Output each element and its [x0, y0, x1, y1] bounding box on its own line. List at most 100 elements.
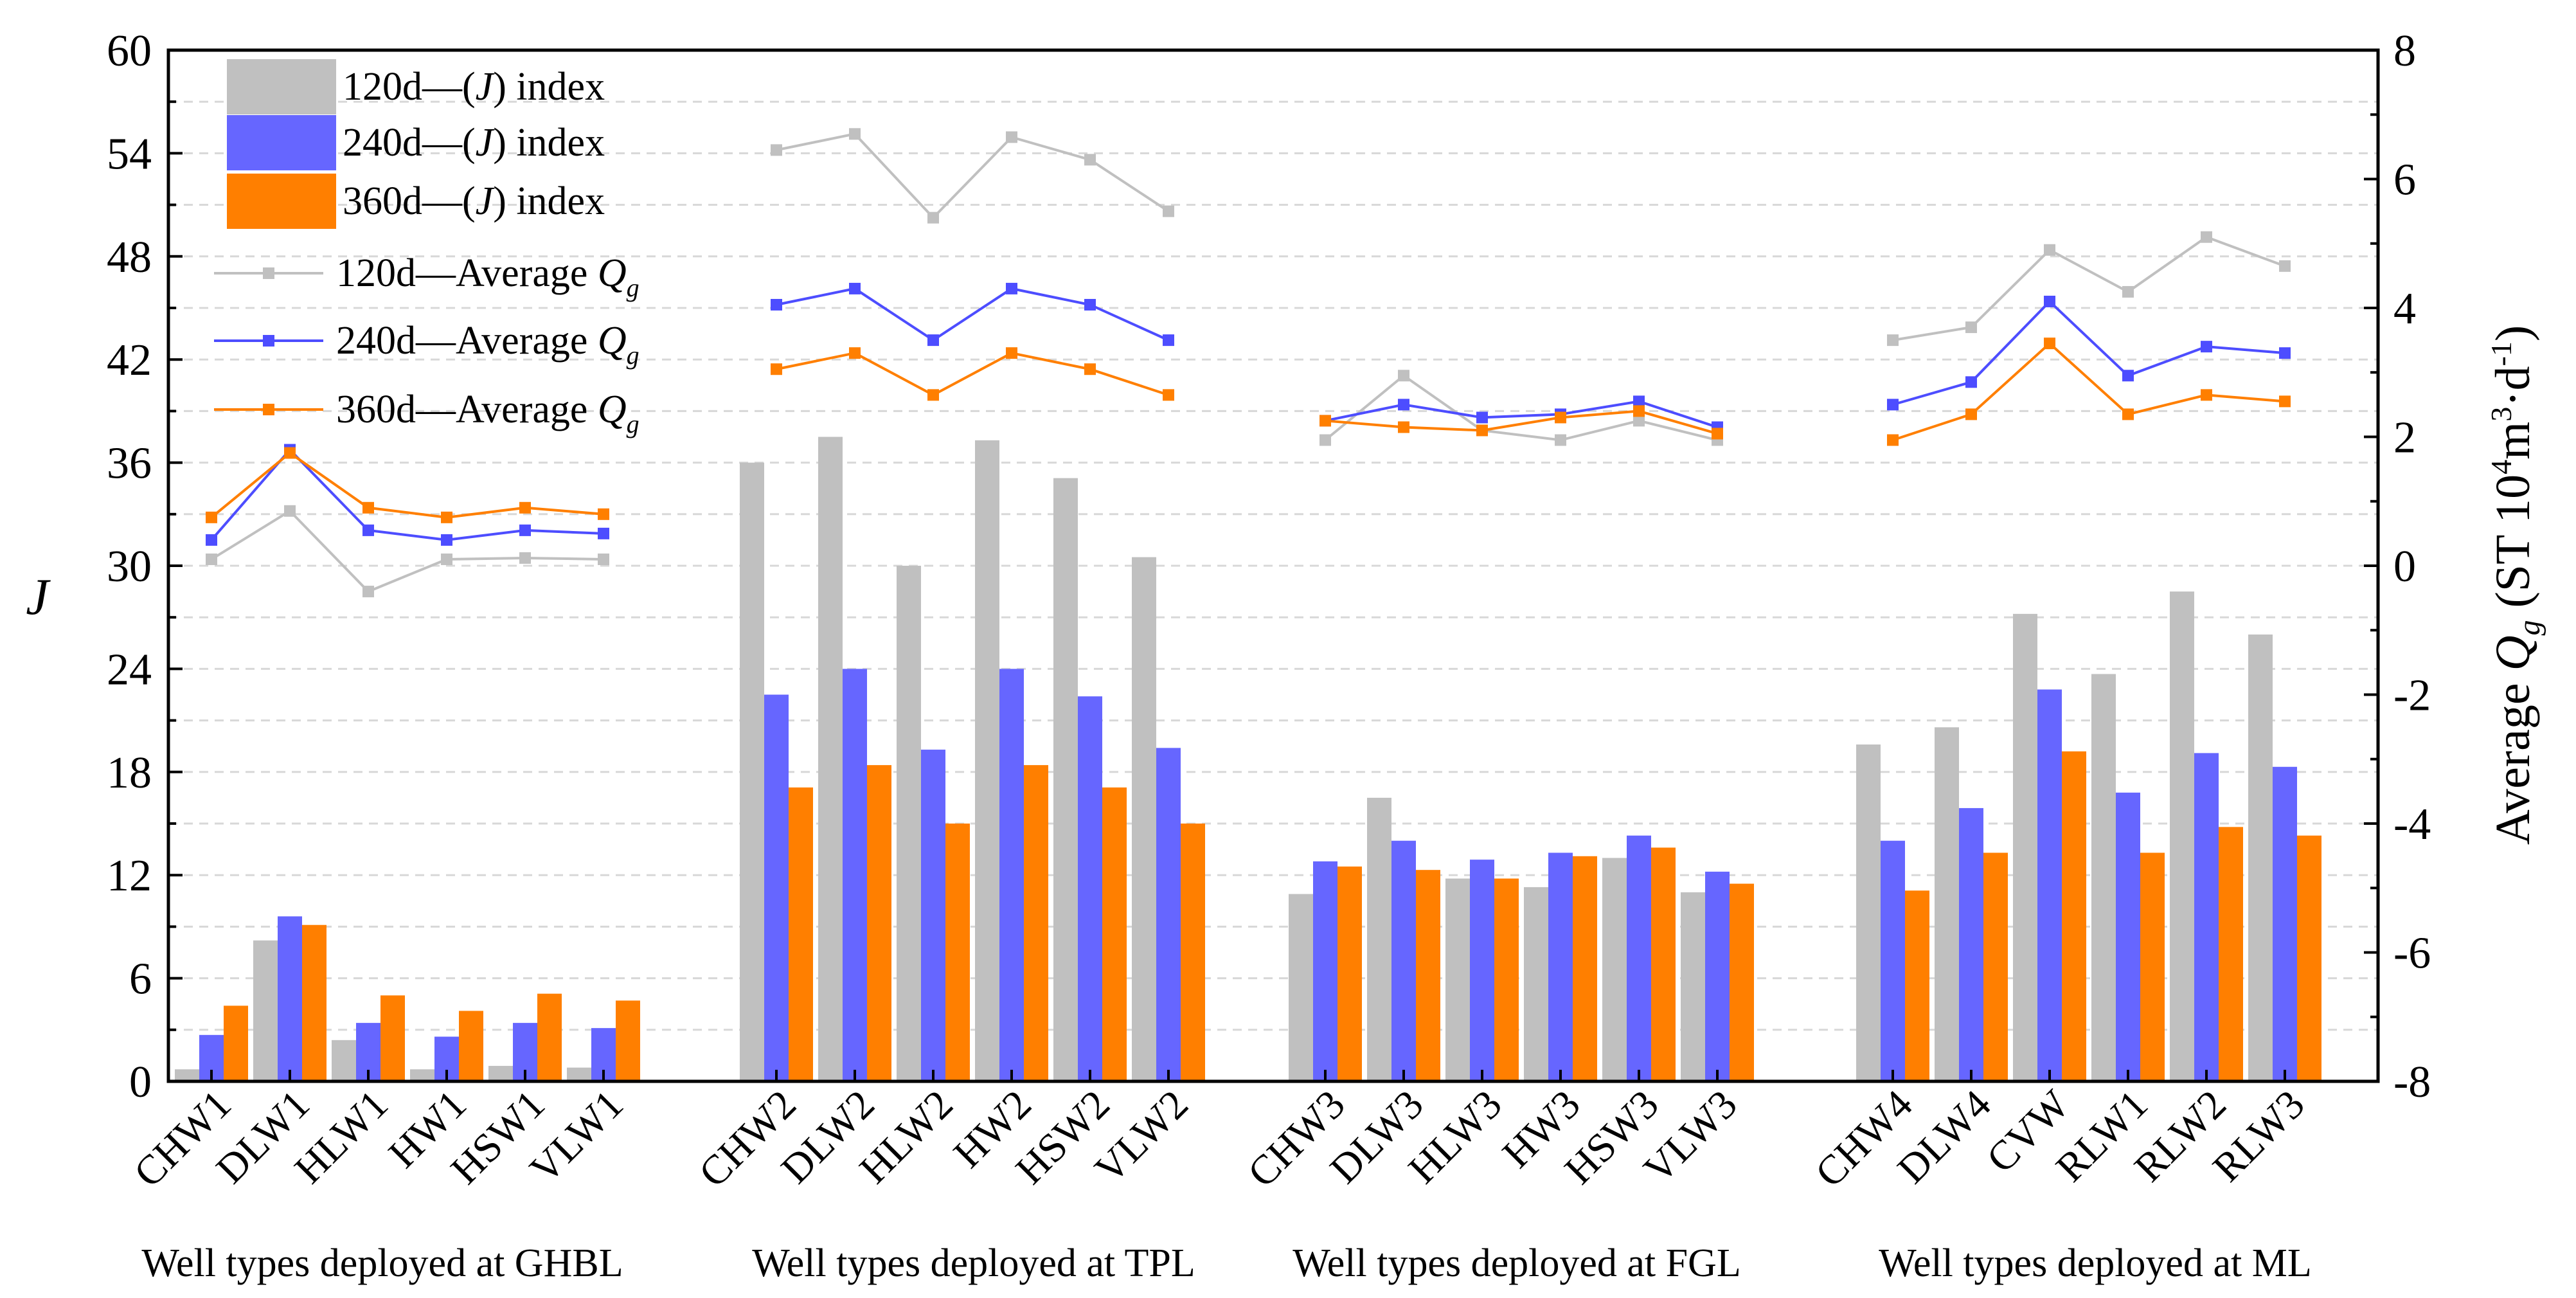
legend-symbol: J — [476, 179, 495, 223]
bar-120d-VLW2 — [1132, 557, 1156, 1081]
legend-text: ) index — [493, 121, 605, 165]
right-tick-label: -6 — [2393, 929, 2431, 978]
marker-240d-CHW1 — [206, 534, 217, 546]
legend-text: 240d—( — [343, 121, 476, 165]
marker-240d-HW1 — [441, 534, 452, 546]
left-tick-label: 24 — [107, 645, 152, 694]
bar-360d-RLW1 — [2140, 852, 2165, 1081]
bar-240d-HSW3 — [1627, 835, 1651, 1081]
left-tick-label: 60 — [107, 26, 152, 76]
marker-120d-DLW4 — [1965, 321, 1977, 334]
left-axis-label: J — [26, 569, 51, 626]
bar-120d-CHW4 — [1856, 744, 1881, 1081]
bar-120d-DLW2 — [818, 437, 843, 1081]
marker-360d-HW3 — [1555, 411, 1566, 424]
marker-120d-HW2 — [1006, 131, 1017, 143]
bar-120d-HLW2 — [897, 566, 921, 1081]
bar-240d-RLW2 — [2194, 753, 2219, 1081]
bar-120d-HW2 — [975, 440, 999, 1081]
bar-360d-CHW2 — [789, 787, 813, 1081]
bar-120d-HSW3 — [1602, 858, 1627, 1081]
bar-120d-RLW2 — [2170, 591, 2194, 1081]
marker-120d-CVW — [2044, 244, 2055, 256]
bar-240d-DLW2 — [843, 669, 867, 1081]
marker-360d-CHW1 — [206, 511, 217, 523]
marker-240d-RLW3 — [2279, 347, 2291, 359]
bar-120d-RLW3 — [2248, 634, 2273, 1081]
marker-120d-CHW1 — [206, 553, 217, 565]
line-120d-group-3 — [1324, 374, 1718, 442]
left-tick-label: 18 — [107, 748, 152, 798]
legend-symbol: Q — [598, 251, 627, 295]
legend-label-line-120d: 120d—Average Qg — [336, 251, 640, 302]
marker-120d-HW3 — [1555, 434, 1566, 446]
bar-240d-CVW — [2037, 689, 2062, 1081]
marker-120d-CHW2 — [771, 144, 782, 156]
marker-360d-RLW3 — [2279, 395, 2291, 408]
right-axis-label-symbol: Q — [2486, 636, 2540, 671]
legend-text: 240d—Average — [336, 319, 598, 363]
left-tick-label: 0 — [129, 1058, 152, 1107]
marker-240d-DLW2 — [849, 282, 861, 294]
bar-360d-HW2 — [1024, 765, 1048, 1081]
marker-240d-RLW2 — [2201, 341, 2212, 353]
group-label-4: Well types deployed at ML — [1879, 1241, 2311, 1285]
legend-label-bar-240d: 240d—(J) index — [343, 121, 605, 165]
marker-120d-RLW1 — [2122, 285, 2134, 298]
marker-120d-CHW3 — [1319, 434, 1331, 446]
marker-120d-DLW1 — [284, 505, 296, 517]
bar-240d-HLW3 — [1470, 860, 1494, 1081]
marker-120d-VLW1 — [598, 553, 609, 565]
left-tick-label: 6 — [129, 955, 152, 1004]
bar-360d-HLW1 — [380, 995, 405, 1081]
marker-120d-VLW2 — [1163, 205, 1174, 217]
legend-symbol: Q — [598, 388, 627, 431]
legend-label-line-360d: 360d—Average Qg — [336, 388, 640, 438]
marker-120d-RLW3 — [2279, 260, 2291, 272]
marker-120d-HSW1 — [519, 552, 531, 564]
bar-120d-HLW3 — [1445, 878, 1470, 1081]
legend-label-line-240d: 240d—Average Qg — [336, 319, 640, 370]
bar-360d-CVW — [2062, 751, 2086, 1081]
bar-360d-DLW3 — [1416, 870, 1440, 1081]
bar-360d-CHW4 — [1905, 890, 1929, 1081]
bar-120d-DLW4 — [1935, 727, 1959, 1081]
marker-240d-VLW1 — [598, 527, 609, 539]
line-240d-group-3 — [1325, 400, 1718, 429]
bar-360d-HSW1 — [537, 993, 562, 1081]
bar-120d-HSW1 — [488, 1065, 513, 1081]
bar-360d-HW1 — [459, 1011, 483, 1081]
legend-label-bar-360d: 360d—(J) index — [343, 179, 605, 223]
line-240d-group-2 — [776, 287, 1169, 342]
bar-360d-RLW2 — [2219, 827, 2243, 1081]
bar-120d-CVW — [2013, 613, 2037, 1081]
bar-360d-HLW2 — [945, 824, 970, 1081]
right-tick-label: 6 — [2393, 156, 2416, 205]
left-tick-label: 48 — [107, 233, 152, 282]
right-axis-label: Average Qg (ST 104m3·d-1) — [2485, 325, 2546, 845]
bar-360d-HSW3 — [1651, 847, 1676, 1081]
legend-text: 120d—( — [343, 65, 476, 109]
right-axis-label-units: (ST 10 — [2486, 474, 2540, 620]
bar-360d-DLW4 — [1983, 852, 2008, 1081]
bar-120d-VLW1 — [567, 1067, 591, 1081]
legend-text: 120d—Average — [336, 251, 598, 295]
right-tick-label: 4 — [2393, 284, 2416, 334]
line-360d-group-1 — [210, 451, 604, 519]
right-axis-label-units: m — [2486, 422, 2540, 460]
marker-120d-DLW3 — [1398, 370, 1409, 382]
marker-360d-HSW1 — [519, 501, 531, 514]
marker-240d-HSW3 — [1633, 395, 1645, 408]
bar-120d-CHW2 — [740, 462, 764, 1081]
marker-360d-CHW3 — [1319, 415, 1331, 427]
marker-240d-VLW2 — [1163, 334, 1174, 347]
bar-120d-HSW2 — [1053, 478, 1078, 1081]
right-tick-label: 0 — [2393, 542, 2416, 591]
right-axis-label-sup: 3 — [2485, 407, 2518, 422]
marker-360d-HLW2 — [927, 389, 939, 401]
bar-240d-HW3 — [1548, 852, 1573, 1081]
bar-240d-VLW2 — [1156, 748, 1181, 1081]
marker-240d-CHW2 — [771, 298, 782, 311]
bar-240d-VLW3 — [1705, 871, 1730, 1081]
legend-text: ) index — [493, 65, 605, 109]
